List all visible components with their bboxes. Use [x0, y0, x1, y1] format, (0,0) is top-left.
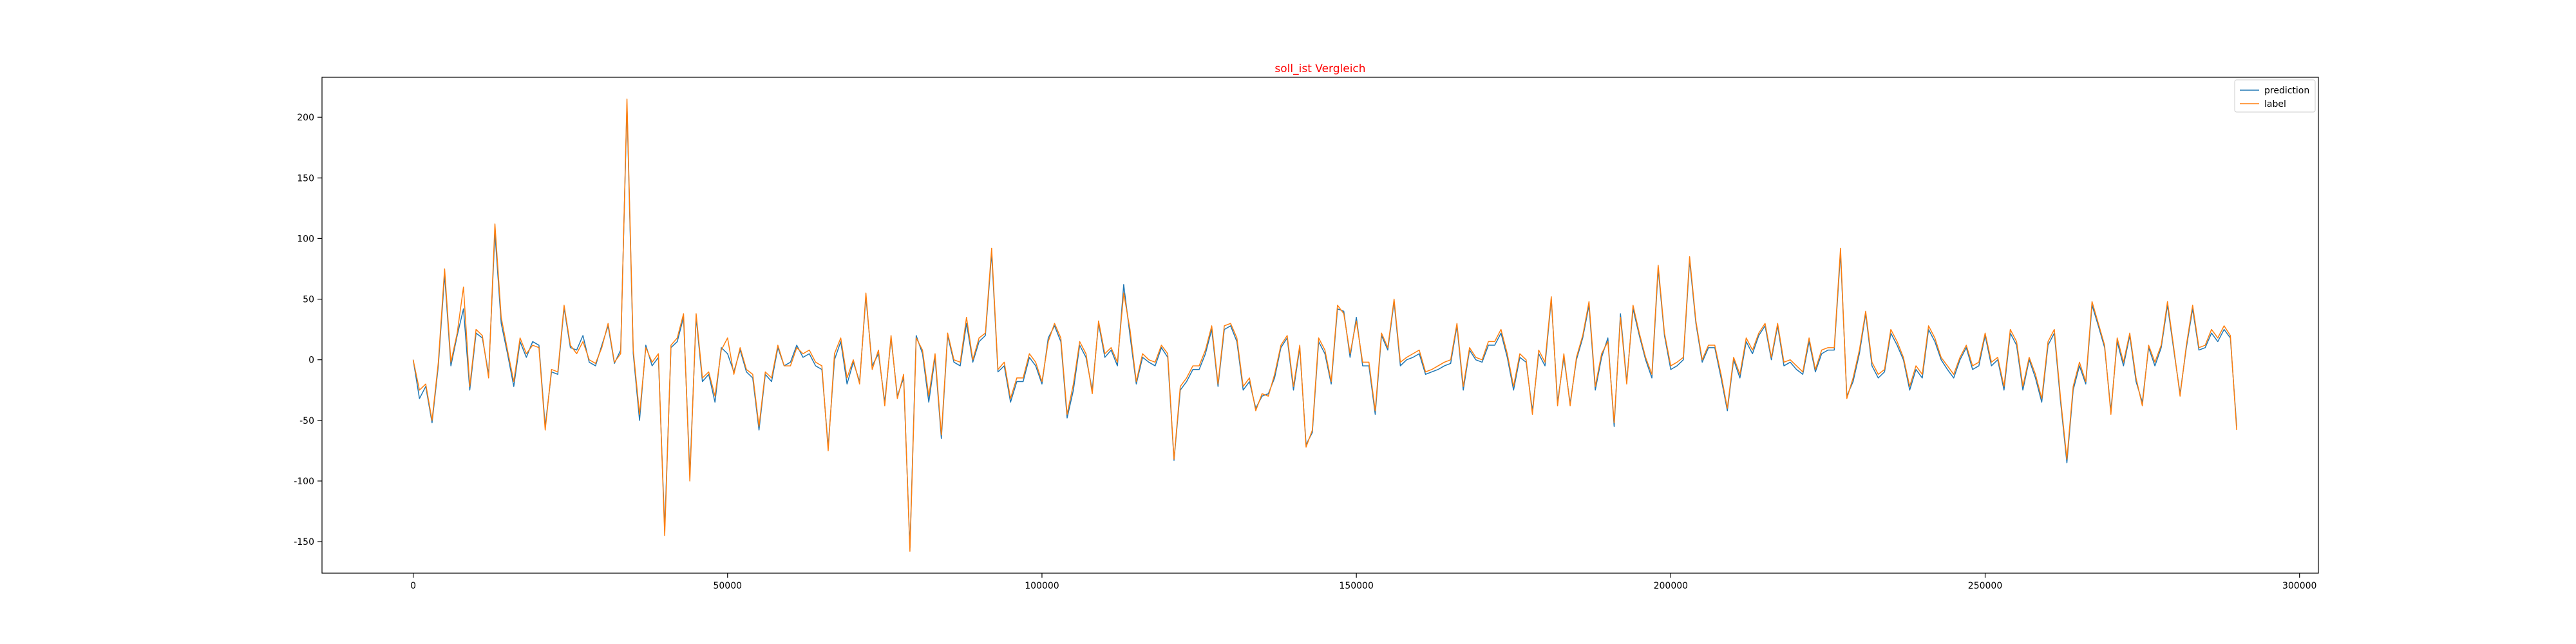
y-tick-label: 50	[303, 295, 314, 305]
x-tick-label: 50000	[713, 581, 742, 591]
x-tick-label: 200000	[1654, 581, 1688, 591]
x-tick-label: 250000	[1968, 581, 2002, 591]
chart-title: soll_ist Vergleich	[1274, 62, 1365, 75]
x-tick-label: 300000	[2282, 581, 2316, 591]
y-tick-label: 100	[297, 234, 314, 244]
y-tick-label: 200	[297, 113, 314, 123]
plot-area	[321, 77, 2319, 574]
y-tick-label: -100	[294, 477, 314, 487]
y-tick-label: 0	[308, 355, 314, 366]
x-tick-label: 150000	[1339, 581, 1373, 591]
y-tick-label: -150	[294, 537, 314, 547]
series-line-label	[412, 99, 2237, 552]
x-axis: 0 50000 100000 150000 200000 250000 300000	[410, 573, 2316, 591]
x-tick-label: 0	[410, 581, 416, 591]
y-axis: -150 -100 -50 0 50 100 150 200	[294, 113, 322, 547]
legend-label-prediction: prediction	[2264, 86, 2309, 96]
legend: prediction label	[2234, 79, 2316, 113]
legend-label-label: label	[2264, 99, 2286, 109]
x-tick-label: 100000	[1025, 581, 1059, 591]
y-tick-label: 150	[297, 173, 314, 184]
series-layer	[412, 99, 2237, 552]
y-tick-label: -50	[299, 416, 314, 426]
